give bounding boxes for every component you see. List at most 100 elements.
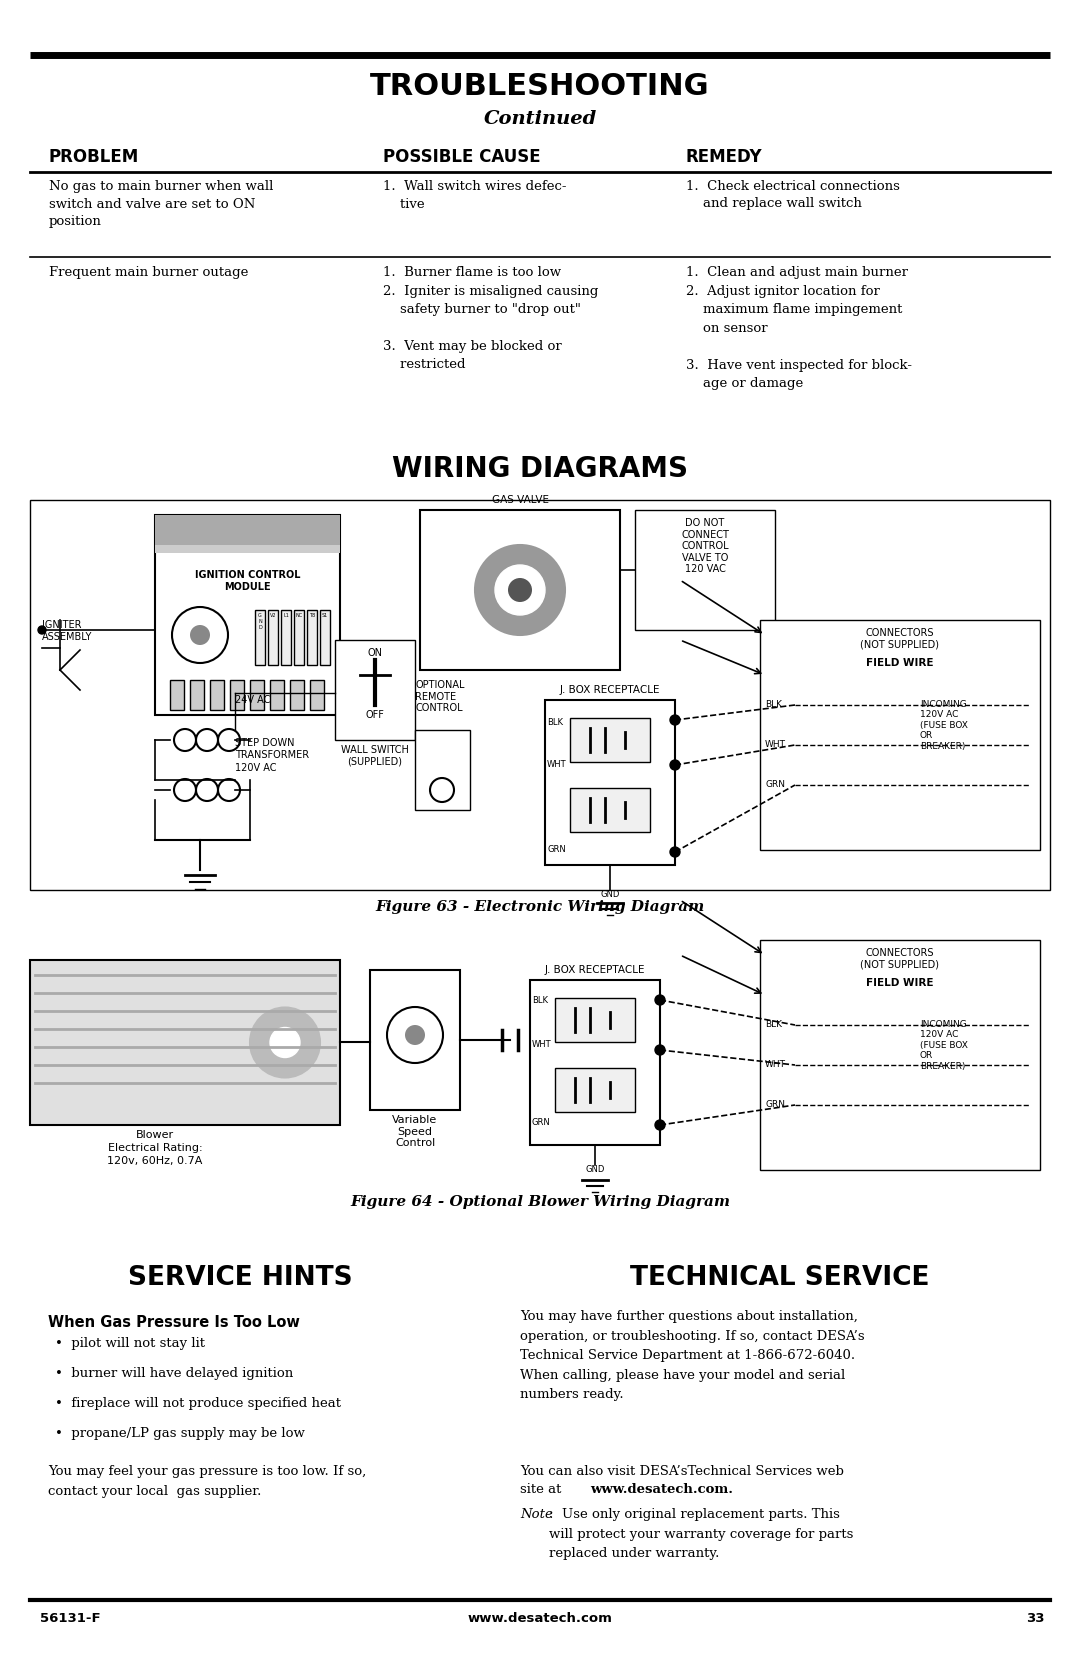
Text: INCOMING
120V AC
(FUSE BOX
OR
BREAKER): INCOMING 120V AC (FUSE BOX OR BREAKER) — [920, 699, 968, 751]
Text: T8: T8 — [309, 613, 315, 618]
Circle shape — [670, 714, 680, 724]
Text: When Gas Pressure Is Too Low: When Gas Pressure Is Too Low — [48, 1315, 300, 1330]
Bar — [760, 940, 1040, 1170]
Text: PROBLEM: PROBLEM — [49, 149, 139, 165]
Text: 120V AC: 120V AC — [235, 763, 276, 773]
Text: 120v, 60Hz, 0.7A: 120v, 60Hz, 0.7A — [107, 1157, 203, 1167]
Text: INCOMING
120V AC
(FUSE BOX
OR
BREAKER): INCOMING 120V AC (FUSE BOX OR BREAKER) — [920, 1020, 968, 1070]
Circle shape — [495, 566, 545, 614]
Circle shape — [405, 1025, 426, 1045]
Text: 56131-F: 56131-F — [40, 1612, 100, 1626]
Text: FIELD WIRE: FIELD WIRE — [866, 978, 934, 988]
Text: TROUBLESHOOTING: TROUBLESHOOTING — [370, 72, 710, 102]
Text: Note: Note — [519, 1509, 553, 1520]
Text: •  burner will have delayed ignition: • burner will have delayed ignition — [55, 1367, 294, 1380]
Text: No gas to main burner when wall
switch and valve are set to ON
position: No gas to main burner when wall switch a… — [49, 180, 273, 229]
Bar — [420, 511, 620, 669]
Text: CONNECTORS
(NOT SUPPLIED): CONNECTORS (NOT SUPPLIED) — [861, 628, 940, 649]
Bar — [190, 679, 204, 709]
Text: IGNITER
ASSEMBLY: IGNITER ASSEMBLY — [42, 619, 93, 641]
Text: WHT: WHT — [546, 759, 567, 769]
Bar — [30, 501, 1050, 890]
Bar — [30, 960, 340, 1125]
Text: site at: site at — [519, 1484, 566, 1495]
Text: GRN: GRN — [546, 845, 566, 855]
Text: FIELD WIRE: FIELD WIRE — [866, 658, 934, 668]
Text: WIRING DIAGRAMS: WIRING DIAGRAMS — [392, 456, 688, 482]
Text: S1: S1 — [322, 613, 328, 618]
Bar — [370, 970, 460, 1110]
Circle shape — [38, 626, 46, 634]
Text: ON: ON — [367, 648, 382, 658]
Text: GAS VALVE: GAS VALVE — [491, 496, 549, 506]
Bar — [320, 609, 330, 664]
Circle shape — [670, 846, 680, 856]
Text: GRN: GRN — [765, 779, 785, 789]
Text: •  propane/LP gas supply may be low: • propane/LP gas supply may be low — [55, 1427, 305, 1440]
Circle shape — [190, 624, 210, 644]
Text: www.desatech.com: www.desatech.com — [468, 1612, 612, 1626]
Bar — [249, 679, 264, 709]
Circle shape — [475, 546, 565, 634]
Text: OPTIONAL
REMOTE
CONTROL: OPTIONAL REMOTE CONTROL — [415, 679, 464, 713]
Text: GRN: GRN — [765, 1100, 785, 1108]
Bar — [555, 998, 635, 1041]
Text: WHT: WHT — [532, 1040, 552, 1050]
Circle shape — [508, 577, 532, 603]
Text: REMEDY: REMEDY — [686, 149, 762, 165]
Text: J. BOX RECEPTACLE: J. BOX RECEPTACLE — [559, 684, 660, 694]
Bar — [760, 619, 1040, 850]
Text: www.desatech.com.: www.desatech.com. — [590, 1484, 733, 1495]
Text: You may feel your gas pressure is too low. If so,
contact your local  gas suppli: You may feel your gas pressure is too lo… — [48, 1465, 366, 1497]
Text: IGNITION CONTROL
MODULE: IGNITION CONTROL MODULE — [194, 571, 300, 591]
Text: L1: L1 — [283, 613, 289, 618]
Bar — [210, 679, 224, 709]
Text: G
N
D: G N D — [258, 613, 261, 629]
Text: POSSIBLE CAUSE: POSSIBLE CAUSE — [383, 149, 541, 165]
Text: You may have further questions about installation,
operation, or troubleshooting: You may have further questions about ins… — [519, 1310, 865, 1400]
Text: •  pilot will not stay lit: • pilot will not stay lit — [55, 1337, 205, 1350]
Bar — [555, 1068, 635, 1112]
Bar — [307, 609, 318, 664]
Text: STEP DOWN
TRANSFORMER: STEP DOWN TRANSFORMER — [235, 738, 309, 759]
Bar — [156, 516, 340, 546]
Bar — [156, 546, 340, 552]
Text: NC: NC — [296, 613, 302, 618]
Bar — [335, 639, 415, 739]
Bar — [635, 511, 775, 629]
Bar — [415, 729, 470, 809]
Circle shape — [670, 759, 680, 769]
Text: OFF: OFF — [365, 709, 384, 719]
Text: Electrical Rating:: Electrical Rating: — [108, 1143, 202, 1153]
Circle shape — [654, 1120, 665, 1130]
Bar — [310, 679, 324, 709]
Bar — [281, 609, 291, 664]
Text: BLK: BLK — [546, 718, 563, 728]
Bar — [270, 679, 284, 709]
Text: BLK: BLK — [765, 1020, 782, 1030]
Bar — [170, 679, 184, 709]
Text: 1.  Wall switch wires defec-
    tive: 1. Wall switch wires defec- tive — [383, 180, 567, 210]
Bar — [268, 609, 278, 664]
Bar — [545, 699, 675, 865]
Circle shape — [249, 1008, 320, 1078]
Bar — [530, 980, 660, 1145]
Bar — [291, 679, 303, 709]
Text: Figure 64 - Optional Blower Wiring Diagram: Figure 64 - Optional Blower Wiring Diagr… — [350, 1195, 730, 1208]
Bar — [294, 609, 303, 664]
Text: 1.  Burner flame is too low
2.  Igniter is misaligned causing
    safety burner : 1. Burner flame is too low 2. Igniter is… — [383, 265, 598, 372]
Text: Frequent main burner outage: Frequent main burner outage — [49, 265, 248, 279]
Text: GND: GND — [585, 1165, 605, 1173]
Text: WHT: WHT — [765, 739, 786, 749]
Bar — [230, 679, 244, 709]
Text: Blower: Blower — [136, 1130, 174, 1140]
Circle shape — [654, 995, 665, 1005]
Text: BLK: BLK — [532, 996, 548, 1005]
Text: J. BOX RECEPTACLE: J. BOX RECEPTACLE — [544, 965, 645, 975]
Circle shape — [270, 1028, 300, 1058]
Text: DO NOT
CONNECT
CONTROL
VALVE TO
120 VAC: DO NOT CONNECT CONTROL VALVE TO 120 VAC — [681, 517, 729, 574]
Text: Variable
Speed
Control: Variable Speed Control — [392, 1115, 437, 1148]
Text: 1.  Check electrical connections
    and replace wall switch: 1. Check electrical connections and repl… — [686, 180, 900, 210]
Text: 24V AC: 24V AC — [235, 694, 270, 704]
Text: Continued: Continued — [484, 110, 596, 129]
